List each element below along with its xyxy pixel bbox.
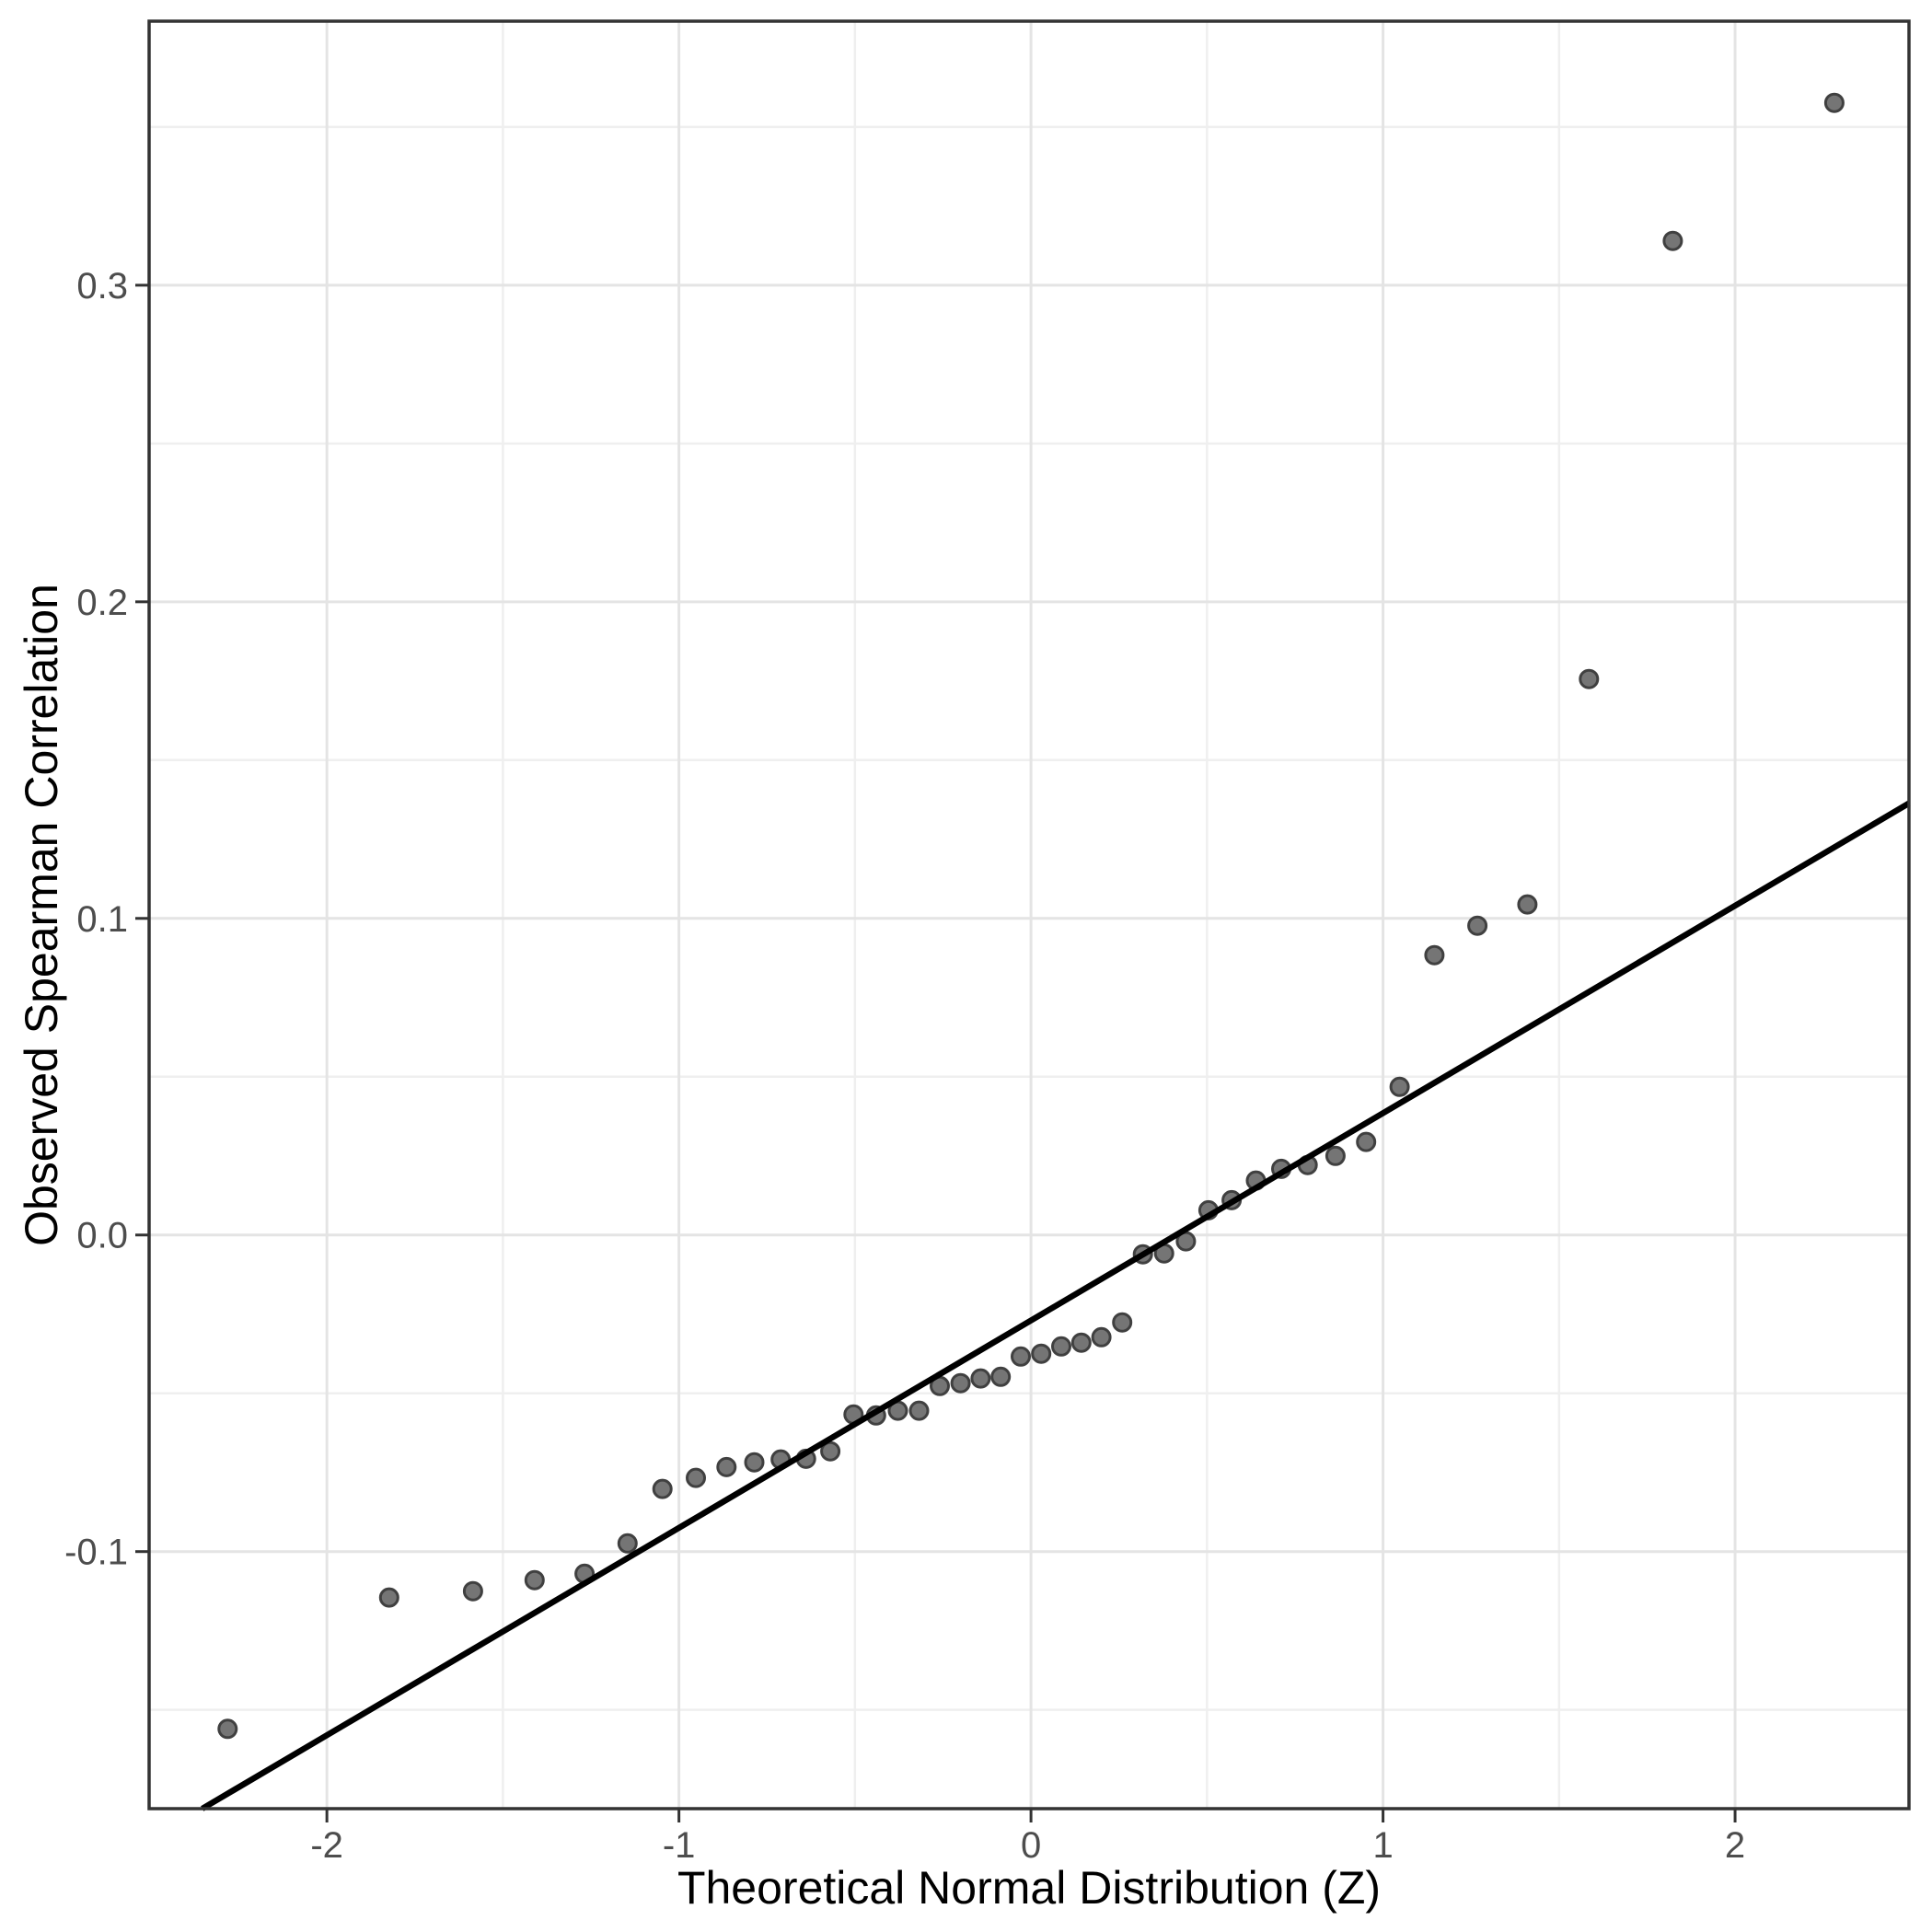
minor-gridlines bbox=[149, 21, 1909, 1809]
data-point bbox=[1662, 230, 1683, 251]
y-tick-label: 0.0 bbox=[76, 1216, 128, 1256]
data-point bbox=[1031, 1343, 1052, 1364]
data-point bbox=[652, 1478, 673, 1499]
panel-border bbox=[147, 19, 1911, 1811]
x-tick-label: 0 bbox=[1021, 1825, 1041, 1866]
x-tick-label: -1 bbox=[663, 1825, 696, 1866]
data-point bbox=[1823, 92, 1845, 113]
data-point bbox=[950, 1372, 971, 1394]
data-point bbox=[1011, 1346, 1031, 1367]
data-point bbox=[1091, 1326, 1112, 1348]
data-point bbox=[1325, 1145, 1346, 1166]
data-point bbox=[1070, 1332, 1092, 1353]
y-tick-label: 0.1 bbox=[76, 899, 128, 940]
x-tick-label: 2 bbox=[1725, 1825, 1745, 1866]
data-point bbox=[686, 1467, 706, 1488]
data-point bbox=[970, 1368, 991, 1389]
y-tick-label: -0.1 bbox=[64, 1533, 128, 1573]
data-point bbox=[716, 1456, 737, 1477]
data-point bbox=[1051, 1336, 1071, 1357]
data-point bbox=[617, 1533, 638, 1554]
y-tick-label: 0.3 bbox=[76, 266, 128, 307]
major-gridlines bbox=[149, 21, 1909, 1809]
data-point bbox=[1467, 915, 1488, 936]
data-point bbox=[1356, 1131, 1377, 1152]
data-point bbox=[217, 1718, 238, 1740]
data-point bbox=[462, 1580, 483, 1602]
qq-reference-line bbox=[201, 800, 1911, 1811]
data-point bbox=[990, 1366, 1012, 1387]
x-tick-label: -2 bbox=[310, 1825, 343, 1866]
data-point bbox=[1389, 1076, 1410, 1097]
scatter-points bbox=[217, 92, 1845, 1740]
y-axis-ticks: -0.1 0.0 0.1 0.2 0.3 bbox=[64, 266, 149, 1573]
data-point bbox=[1517, 894, 1538, 915]
x-axis-ticks: -2 -1 0 1 2 bbox=[310, 1809, 1745, 1866]
y-tick-label: 0.2 bbox=[76, 583, 128, 623]
x-axis-title: Theoretical Normal Distribution (Z) bbox=[677, 1862, 1381, 1914]
data-point bbox=[744, 1452, 765, 1473]
plot-panel bbox=[149, 21, 1909, 1809]
data-point bbox=[524, 1569, 545, 1591]
data-point bbox=[820, 1440, 841, 1462]
y-axis-title: Observed Spearman Correlation bbox=[16, 584, 67, 1246]
data-point bbox=[1579, 668, 1600, 689]
data-point bbox=[1112, 1312, 1133, 1333]
data-point bbox=[1424, 944, 1445, 966]
x-tick-label: 1 bbox=[1372, 1825, 1393, 1866]
reference-line-layer bbox=[201, 800, 1911, 1811]
data-point bbox=[908, 1400, 930, 1421]
data-point bbox=[378, 1587, 399, 1608]
